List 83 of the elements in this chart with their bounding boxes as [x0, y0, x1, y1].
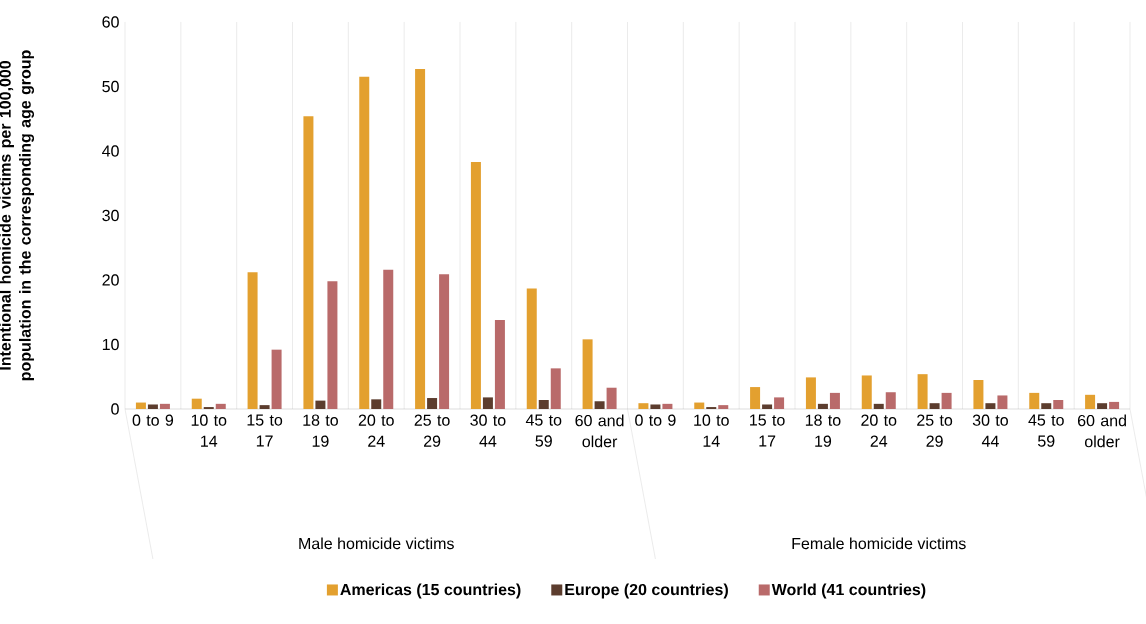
- bar: [941, 392, 952, 409]
- bar: [494, 319, 505, 409]
- bar: [415, 69, 426, 409]
- bar: [929, 403, 940, 409]
- bar: [750, 387, 761, 409]
- bar: [303, 116, 314, 409]
- x-tick-label: 20 to 24: [358, 414, 394, 447]
- bar: [315, 400, 326, 409]
- bar: [470, 161, 481, 409]
- x-tick-label: 15 to 17: [247, 414, 283, 447]
- bar: [383, 269, 394, 409]
- bar: [147, 404, 158, 409]
- bar: [1029, 392, 1040, 409]
- bar: [259, 405, 270, 409]
- bar: [997, 395, 1008, 409]
- bar: [1085, 394, 1096, 409]
- x-tick-label: 18 to 19: [805, 414, 841, 447]
- y-tick-label: 30: [102, 209, 119, 222]
- bar: [985, 403, 996, 409]
- x-tick-label: 0 to 9: [635, 414, 676, 426]
- bar: [718, 405, 729, 409]
- text: Female homicide victims: [792, 537, 966, 550]
- legend-label: Americas (15 countries): [340, 583, 521, 599]
- x-tick-label: 20 to 24: [861, 414, 897, 447]
- bar: [805, 377, 816, 409]
- bar: [526, 288, 537, 409]
- x-tick-label: 60 and older: [575, 414, 624, 448]
- bar: [1041, 403, 1052, 409]
- bar: [538, 399, 549, 409]
- bar: [650, 404, 661, 409]
- y-tick-label: 20: [102, 274, 119, 286]
- legend-label: Europe (20 countries): [565, 583, 728, 599]
- bar: [873, 403, 884, 409]
- bar: [271, 349, 282, 409]
- x-tick-label: 10 to 14: [694, 414, 729, 447]
- bar: [1053, 399, 1064, 409]
- bar: [327, 281, 338, 409]
- bar: [247, 272, 258, 409]
- legend-label: World (41 countries): [771, 583, 926, 599]
- y-tick-label: 10: [102, 338, 119, 351]
- bar: [662, 403, 673, 409]
- bar: [439, 274, 450, 409]
- x-tick-label: 10 to 14: [191, 414, 227, 447]
- bar: [359, 76, 370, 409]
- y-tick-label: 50: [102, 80, 119, 93]
- bar: [973, 379, 984, 409]
- x-tick-label: 15 to 17: [750, 414, 785, 447]
- x-tick-label: 30 to 44: [972, 414, 1008, 447]
- bar: [1109, 401, 1120, 409]
- bar: [135, 402, 146, 409]
- x-tick-label: 45 to 59: [1028, 414, 1064, 447]
- bar: [606, 387, 617, 409]
- text: Male homicide victims: [299, 537, 454, 550]
- bar: [861, 375, 872, 409]
- bar: [482, 397, 493, 409]
- bar: [191, 398, 202, 409]
- y-axis-title: Intentional homicide victims per 100,000 population in the corresponding age group: [0, 50, 35, 381]
- x-tick-label: 25 to 29: [414, 414, 450, 447]
- bar: [371, 399, 382, 409]
- bar: [215, 403, 226, 409]
- x-tick-label: 18 to 19: [303, 414, 338, 447]
- x-tick-label: 30 to 44: [470, 414, 506, 447]
- bar: [159, 403, 170, 409]
- y-tick-label: 0: [111, 403, 119, 415]
- y-tick-label: 40: [102, 145, 119, 157]
- bar: [638, 403, 649, 409]
- bar: [829, 392, 840, 409]
- bar: [427, 398, 438, 409]
- y-tick-label: 60: [102, 16, 119, 28]
- bar: [885, 392, 896, 409]
- x-tick-label: 60 and older: [1077, 414, 1126, 448]
- bar: [917, 374, 928, 409]
- x-tick-label: 45 to 59: [525, 414, 562, 447]
- x-tick-label: 25 to 29: [917, 414, 953, 447]
- bar: [594, 401, 605, 409]
- bar: [762, 404, 773, 409]
- bar: [774, 397, 785, 409]
- bar: [550, 368, 561, 409]
- bar: [817, 403, 828, 409]
- bar: [1097, 403, 1108, 409]
- bar: [694, 402, 705, 409]
- x-tick-label: 0 to 9: [132, 414, 174, 426]
- bar: [582, 339, 593, 409]
